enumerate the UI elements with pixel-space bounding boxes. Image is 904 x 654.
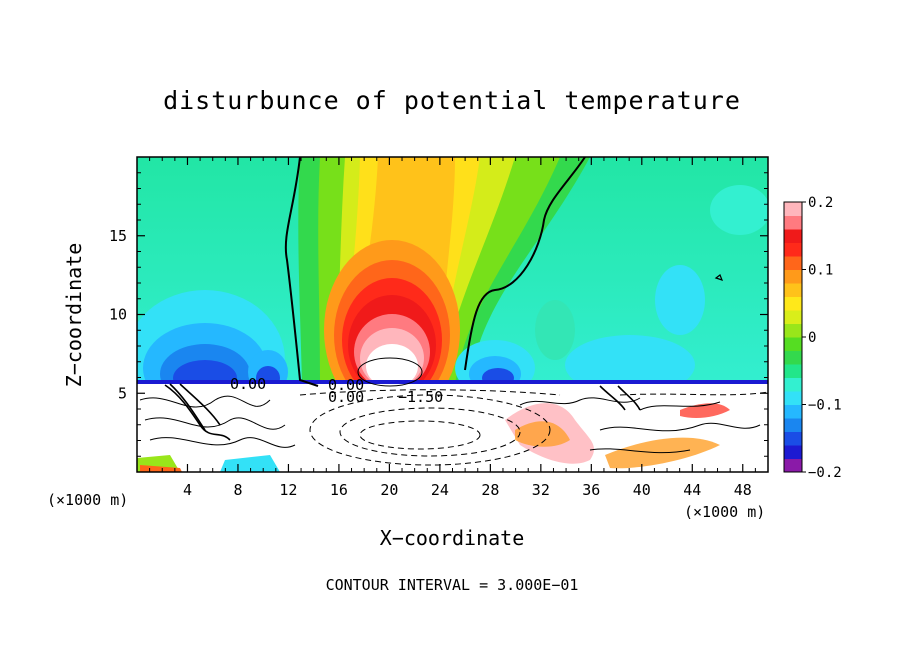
colorbar-swatch (784, 418, 802, 432)
y-axis-label: Z−coordinate (62, 242, 86, 388)
y-tick-label: 15 (109, 227, 127, 245)
y-axis: 5 10 15 (109, 172, 768, 457)
colorbar: 0.2 0.1 0 −0.1 −0.2 (783, 195, 842, 481)
contour-label: 0.00 (230, 375, 266, 393)
contour-label: 0.00 (328, 376, 364, 394)
colorbar-label: 0 (808, 330, 816, 346)
x-tick-label: 44 (683, 481, 701, 499)
colorbar-label: 0.2 (808, 195, 833, 211)
colorbar-swatch (784, 283, 802, 297)
colorbar-swatch (784, 215, 802, 230)
contour-label: 0.00 (328, 388, 364, 406)
colorbar-swatch (784, 337, 802, 351)
x-tick-label: 24 (431, 481, 449, 499)
x-axis: 4 8 12 16 20 24 28 32 36 40 44 48 (149, 157, 756, 499)
colorbar-swatch (784, 391, 802, 405)
colorbar-swatch (784, 229, 802, 243)
colorbar-label: −0.2 (808, 465, 842, 481)
y-tick-label: 10 (109, 306, 127, 324)
x-unit-right: (×1000 m) (684, 503, 766, 521)
contour-label: −1.50 (398, 388, 443, 406)
x-tick-label: 12 (279, 481, 297, 499)
x-tick-label: 36 (582, 481, 600, 499)
colorbar-swatch (784, 296, 802, 311)
x-axis-label: X−coordinate (379, 526, 525, 550)
contour-interval: CONTOUR INTERVAL = 3.000E−01 (325, 576, 579, 594)
colorbar-label: 0.1 (808, 263, 833, 279)
x-tick-label: 16 (330, 481, 348, 499)
colorbar-swatch (784, 242, 802, 257)
field-heatmap: 0.00 0.00 0.00 −1.50 (137, 157, 768, 472)
colorbar-swatch (784, 202, 802, 216)
x-unit-left: (×1000 m) (47, 491, 129, 509)
colorbar-swatch (784, 256, 802, 270)
y-tick-label: 5 (118, 384, 127, 402)
colorbar-label: −0.1 (808, 398, 842, 414)
x-tick-label: 32 (532, 481, 550, 499)
colorbar-swatch (784, 269, 802, 284)
colorbar-swatch (784, 445, 802, 459)
x-tick-label: 28 (481, 481, 499, 499)
colorbar-swatch (784, 404, 802, 419)
colorbar-swatch (784, 350, 802, 365)
colorbar-swatch (784, 377, 802, 392)
colorbar-swatch (784, 310, 802, 324)
x-tick-label: 8 (233, 481, 242, 499)
colorbar-swatch (784, 364, 802, 378)
colorbar-swatch (784, 323, 802, 338)
x-tick-label: 40 (633, 481, 651, 499)
chart-title: disturbunce of potential temperature (163, 86, 741, 115)
x-tick-label: 48 (734, 481, 752, 499)
colorbar-swatch (784, 431, 802, 446)
x-tick-label: 20 (380, 481, 398, 499)
colorbar-swatch (784, 458, 802, 473)
x-tick-label: 4 (183, 481, 192, 499)
